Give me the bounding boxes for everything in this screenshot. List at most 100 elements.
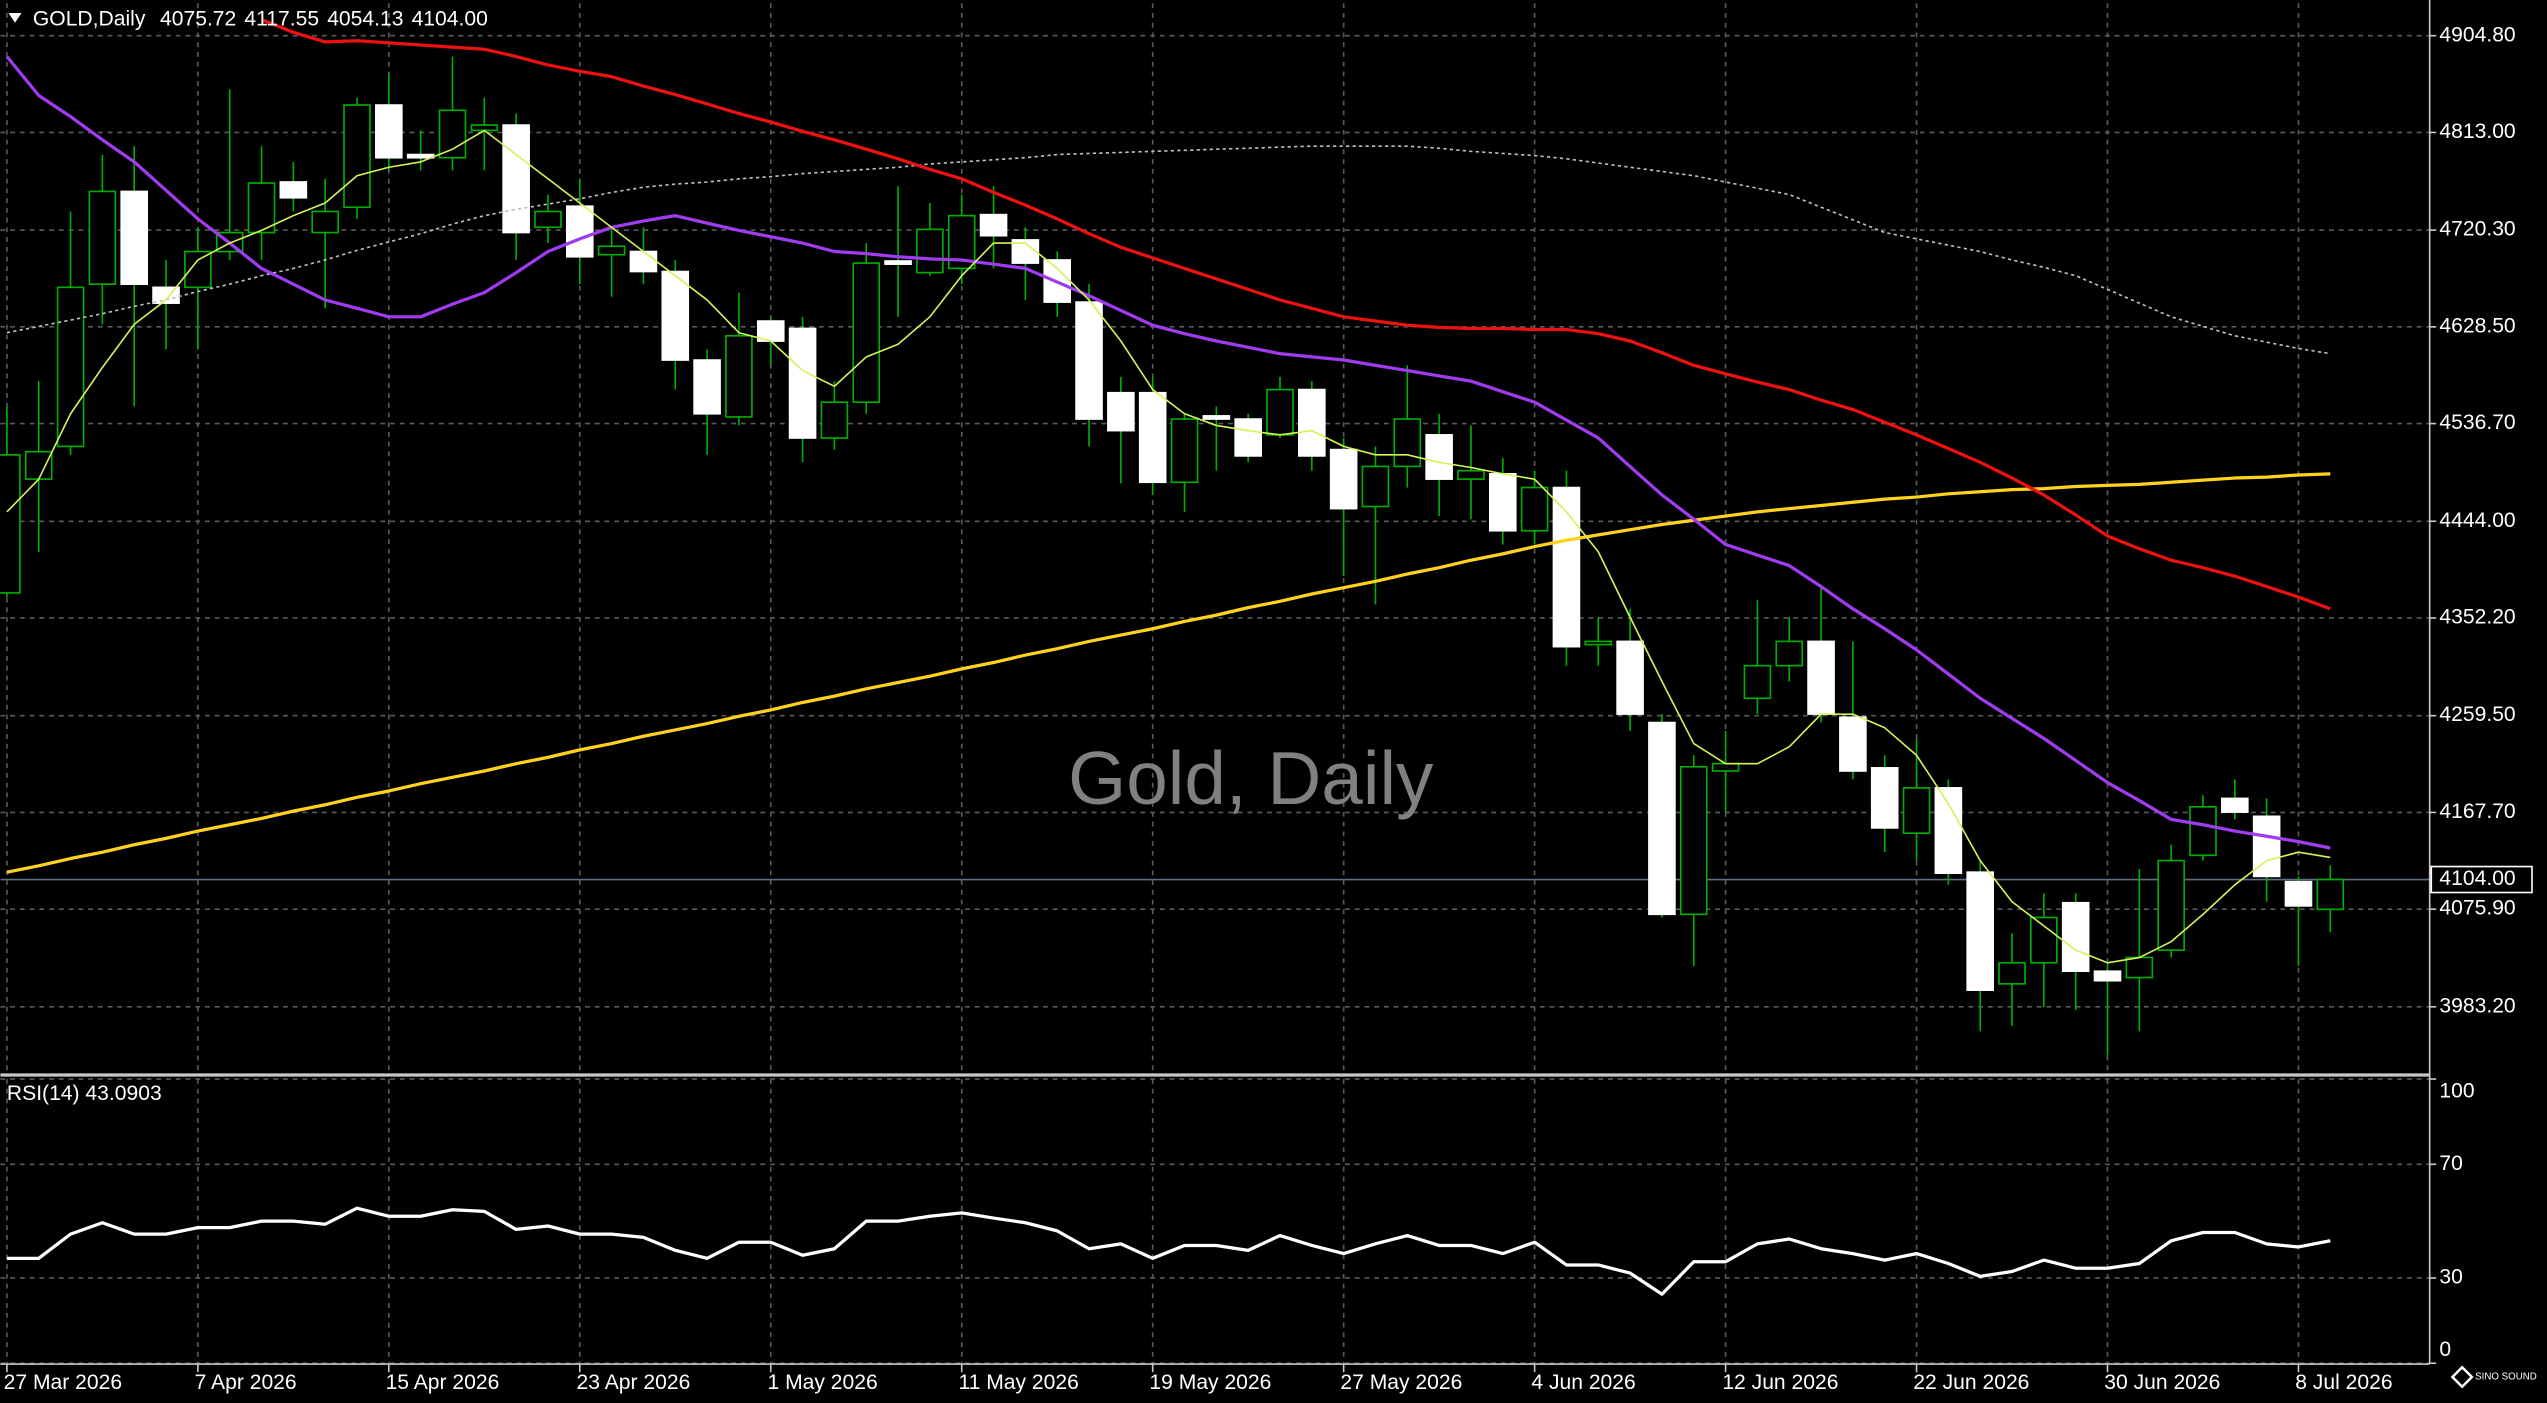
- y-tick-label: 4167.70: [2439, 800, 2515, 823]
- candle-body-up: [1584, 640, 1613, 646]
- x-tick-label: 7 Apr 2026: [195, 1371, 297, 1394]
- x-tick-label: 1 May 2026: [768, 1371, 878, 1394]
- candle-body-down: [1298, 388, 1326, 457]
- candle-body-up: [184, 250, 212, 289]
- candle-body-up: [1457, 469, 1485, 480]
- x-tick-label: 23 Apr 2026: [577, 1371, 691, 1394]
- y-tick-label: 4444.00: [2439, 509, 2515, 532]
- moving-average-line: [6, 472, 2331, 874]
- candle-body-down: [693, 359, 721, 415]
- candle-body-down: [1807, 640, 1835, 715]
- logo-text: SINO SOUND: [2475, 1372, 2537, 1383]
- candle-body-up: [852, 262, 881, 404]
- candle-body-up: [1902, 787, 1931, 834]
- x-tick-label: 22 Jun 2026: [1913, 1371, 2029, 1394]
- last-price-box: [2430, 865, 2533, 894]
- candle-body-down: [502, 124, 530, 234]
- candle-body-down: [1202, 415, 1231, 420]
- x-tick-label: 11 May 2026: [958, 1371, 1078, 1394]
- candle-body-down: [1870, 767, 1899, 829]
- candle-body-up: [2125, 956, 2154, 979]
- candle-body-up: [1520, 486, 1549, 532]
- candle-body-down: [2093, 970, 2122, 982]
- y-tick-label: 0: [2439, 1338, 2451, 1361]
- candle-body-up: [247, 182, 276, 234]
- candle-body-up: [534, 210, 562, 229]
- candle-body-down: [279, 181, 308, 199]
- y-tick-label: 4904.80: [2439, 23, 2515, 46]
- y-tick-label: 4352.20: [2439, 606, 2515, 629]
- y-tick-label: 4628.50: [2439, 314, 2515, 337]
- symbol-title: GOLD,Daily: [33, 7, 146, 30]
- candle-body-down: [1966, 871, 1994, 991]
- y-tick-label: 3983.20: [2439, 994, 2515, 1017]
- candle-body-down: [1138, 391, 1167, 484]
- rsi-line: [6, 1206, 2331, 1296]
- candle-body-up: [470, 124, 499, 132]
- y-tick-label: 4536.70: [2439, 411, 2515, 434]
- candle-body-up: [2157, 859, 2185, 951]
- candle-body-down: [1107, 391, 1135, 432]
- candle-body-up: [1170, 418, 1199, 484]
- header-high: 4117.55: [244, 7, 319, 30]
- candle-body-up: [820, 401, 849, 439]
- candle-body-up: [597, 245, 626, 256]
- header-low: 4054.13: [327, 7, 403, 30]
- x-tick-label: 19 May 2026: [1149, 1371, 1271, 1394]
- candle-body-down: [1425, 434, 1453, 480]
- y-tick-label: 4075.90: [2439, 897, 2515, 920]
- y-tick-label: 100: [2439, 1080, 2474, 1103]
- candle-body-down: [884, 260, 912, 265]
- candle-body-down: [565, 205, 594, 258]
- logo-icon: [2450, 1365, 2474, 1389]
- candle-body-down: [1234, 418, 1262, 457]
- candle-body-down: [1011, 239, 1040, 264]
- candle-body-down: [1552, 486, 1581, 648]
- candle-body-down: [2061, 901, 2090, 973]
- candle-body-up: [1393, 418, 1422, 468]
- candle-body-up: [916, 228, 944, 274]
- candle-body-down: [1488, 473, 1517, 532]
- candle-body-up: [438, 109, 467, 159]
- candle-body-up: [343, 104, 371, 209]
- candle-body-down: [1648, 721, 1676, 916]
- candle-body-up: [1711, 762, 1740, 772]
- x-tick-label: 27 May 2026: [1340, 1371, 1462, 1394]
- plot-layer: 4904.80 4813.00 4720.30 4628.50 4536.70 4444.…: [0, 3, 2533, 1394]
- y-tick-label: 4720.30: [2439, 218, 2515, 241]
- x-tick-label: 4 Jun 2026: [1531, 1371, 1635, 1394]
- candle-body-down: [629, 250, 658, 273]
- header-open: 4075.72: [160, 7, 236, 30]
- candle-body-down: [1329, 448, 1358, 510]
- candle-body-up: [88, 190, 117, 285]
- candle-body-down: [375, 104, 403, 159]
- moving-average-line: [5, 55, 2331, 850]
- candle-body-up: [1998, 961, 2026, 985]
- candle-body-down: [661, 270, 690, 361]
- menu-triangle: [8, 12, 22, 23]
- candle-body-up: [2316, 878, 2345, 911]
- candle-body-down: [788, 327, 817, 439]
- candle-body-up: [0, 454, 21, 594]
- moving-average-line: [6, 129, 2331, 964]
- candle-body-down: [120, 190, 149, 285]
- candle-body-up: [1775, 640, 1804, 667]
- watermark: Gold, Daily: [1068, 736, 1434, 820]
- candle-body-down: [2284, 880, 2313, 907]
- candle-body-down: [1934, 787, 1963, 875]
- candle-body-up: [56, 286, 85, 448]
- x-tick-label: 27 Mar 2026: [4, 1371, 122, 1394]
- candle-body-down: [406, 153, 435, 159]
- candle-body-up: [1679, 765, 1708, 916]
- moving-average-line: [6, 145, 2331, 355]
- candle-body-down: [1616, 640, 1644, 715]
- x-tick-label: 15 Apr 2026: [386, 1371, 500, 1394]
- candle-body-up: [1361, 465, 1390, 508]
- y-tick-label: 4259.50: [2439, 703, 2515, 726]
- candle-body-up: [24, 450, 53, 480]
- candle-body-down: [2221, 797, 2249, 813]
- candle-body-down: [1839, 716, 1867, 772]
- last-price-label: 4104.00: [2439, 867, 2515, 890]
